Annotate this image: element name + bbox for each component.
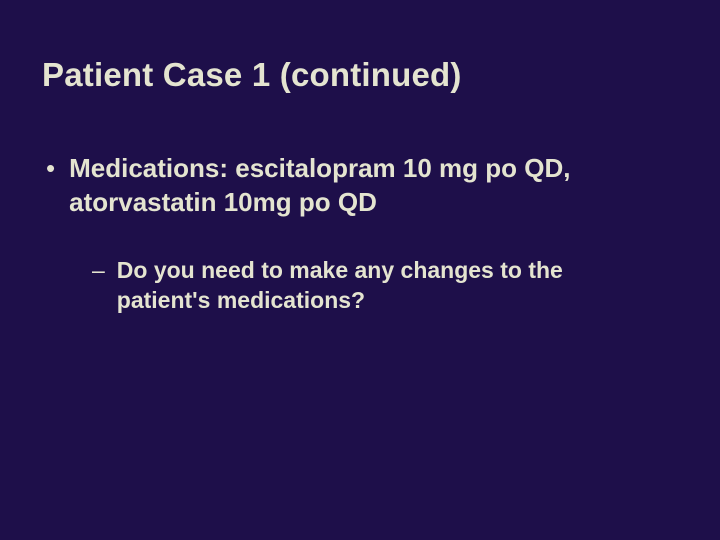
bullet-level1: • Medications: escitalopram 10 mg po QD,… (46, 151, 661, 219)
slide: Patient Case 1 (continued) • Medications… (0, 0, 720, 540)
bullet-text: Medications: escitalopram 10 mg po QD, a… (69, 151, 661, 219)
bullet-marker-icon: • (46, 151, 55, 185)
bullet-level2: – Do you need to make any changes to the… (92, 255, 652, 315)
bullet-text: Do you need to make any changes to the p… (117, 255, 652, 315)
bullet-marker-icon: – (92, 255, 105, 285)
slide-title: Patient Case 1 (continued) (42, 56, 462, 94)
